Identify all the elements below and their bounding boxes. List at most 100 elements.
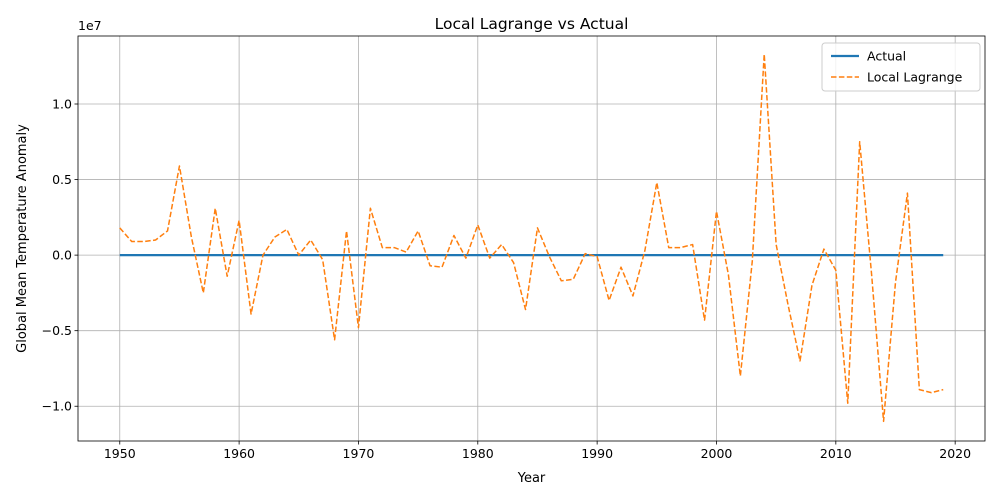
x-tick-label: 1950 xyxy=(104,446,136,461)
data-point xyxy=(728,274,729,275)
x-tick-label: 2010 xyxy=(820,446,852,461)
data-point xyxy=(537,227,538,228)
y-tick-label: −0.5 xyxy=(42,323,72,338)
data-point xyxy=(465,258,466,259)
data-point xyxy=(406,252,407,253)
data-point xyxy=(119,255,120,256)
data-point xyxy=(525,309,526,310)
x-axis-title: Year xyxy=(517,471,546,486)
data-point xyxy=(143,241,144,242)
data-point xyxy=(704,320,705,321)
legend-label: Actual xyxy=(867,49,906,64)
data-point xyxy=(513,262,514,263)
legend-box xyxy=(821,42,981,92)
y-axis: −1.0 −0.5 0.0 0.5 1.0 xyxy=(42,97,78,414)
data-point xyxy=(680,247,681,248)
y-axis-offset-label: 1e7 xyxy=(78,18,102,33)
data-point xyxy=(274,236,275,237)
data-point xyxy=(656,182,657,183)
y-tick-label: −1.0 xyxy=(42,399,72,414)
data-point xyxy=(764,54,765,55)
y-tick-label: 0.0 xyxy=(52,248,72,263)
data-point xyxy=(429,265,430,266)
data-point xyxy=(943,389,944,390)
data-point xyxy=(441,267,442,268)
legend: Actual Local Lagrange xyxy=(821,42,981,92)
data-point xyxy=(489,258,490,259)
data-point xyxy=(298,255,299,256)
x-tick-label: 1990 xyxy=(581,446,613,461)
data-point xyxy=(895,282,896,283)
data-point xyxy=(418,230,419,231)
series-line xyxy=(119,53,944,423)
x-tick-label: 1980 xyxy=(462,446,494,461)
data-point xyxy=(370,208,371,209)
data-point xyxy=(597,256,598,257)
x-axis: 1950 1960 1970 1980 1990 2000 2010 2020 xyxy=(104,441,971,461)
data-point xyxy=(668,247,669,248)
data-point xyxy=(203,292,204,293)
data-point xyxy=(179,165,180,166)
data-point xyxy=(799,360,800,361)
data-point xyxy=(573,279,574,280)
data-point xyxy=(549,256,550,257)
data-point xyxy=(847,403,848,404)
plot-frame xyxy=(77,35,986,442)
y-tick-label: 1.0 xyxy=(52,97,72,112)
data-point xyxy=(155,239,156,240)
data-point xyxy=(286,229,287,230)
data-point xyxy=(608,300,609,301)
data-point xyxy=(227,276,228,277)
chart-title: Local Lagrange vs Actual xyxy=(435,15,629,33)
data-point xyxy=(907,193,908,194)
data-point xyxy=(322,259,323,260)
data-point xyxy=(310,239,311,240)
data-point xyxy=(620,267,621,268)
data-point xyxy=(501,244,502,245)
data-point xyxy=(131,241,132,242)
data-point xyxy=(823,248,824,249)
data-point xyxy=(835,270,836,271)
data-point xyxy=(811,285,812,286)
data-point xyxy=(239,220,240,221)
data-point xyxy=(943,255,944,256)
y-axis-title: Global Mean Temperature Anomaly xyxy=(15,124,30,353)
data-point xyxy=(776,244,777,245)
data-point xyxy=(453,235,454,236)
data-point xyxy=(167,230,168,231)
data-point xyxy=(191,236,192,237)
x-tick-label: 1960 xyxy=(223,446,255,461)
data-point xyxy=(477,224,478,225)
data-point xyxy=(740,375,741,376)
data-point xyxy=(346,230,347,231)
data-point xyxy=(752,261,753,262)
y-tick-label: 0.5 xyxy=(52,172,72,187)
x-tick-label: 1970 xyxy=(343,446,375,461)
data-point xyxy=(215,208,216,209)
data-point xyxy=(358,327,359,328)
data-point xyxy=(787,304,788,305)
data-point xyxy=(262,255,263,256)
data-point xyxy=(716,211,717,212)
x-tick-label: 2000 xyxy=(701,446,733,461)
data-point xyxy=(250,313,251,314)
data-point xyxy=(871,274,872,275)
data-point xyxy=(632,295,633,296)
data-point xyxy=(859,141,860,142)
data-point xyxy=(585,253,586,254)
data-point xyxy=(883,421,884,422)
data-point xyxy=(394,247,395,248)
legend-label: Local Lagrange xyxy=(867,70,963,85)
data-point xyxy=(119,227,120,228)
series-layer xyxy=(119,53,944,423)
data-point xyxy=(692,244,693,245)
data-point xyxy=(382,247,383,248)
series-2 xyxy=(119,53,944,423)
data-point xyxy=(334,339,335,340)
series-1 xyxy=(119,254,944,257)
data-point xyxy=(644,250,645,251)
x-tick-label: 2020 xyxy=(939,446,971,461)
data-point xyxy=(561,280,562,281)
data-point xyxy=(931,392,932,393)
